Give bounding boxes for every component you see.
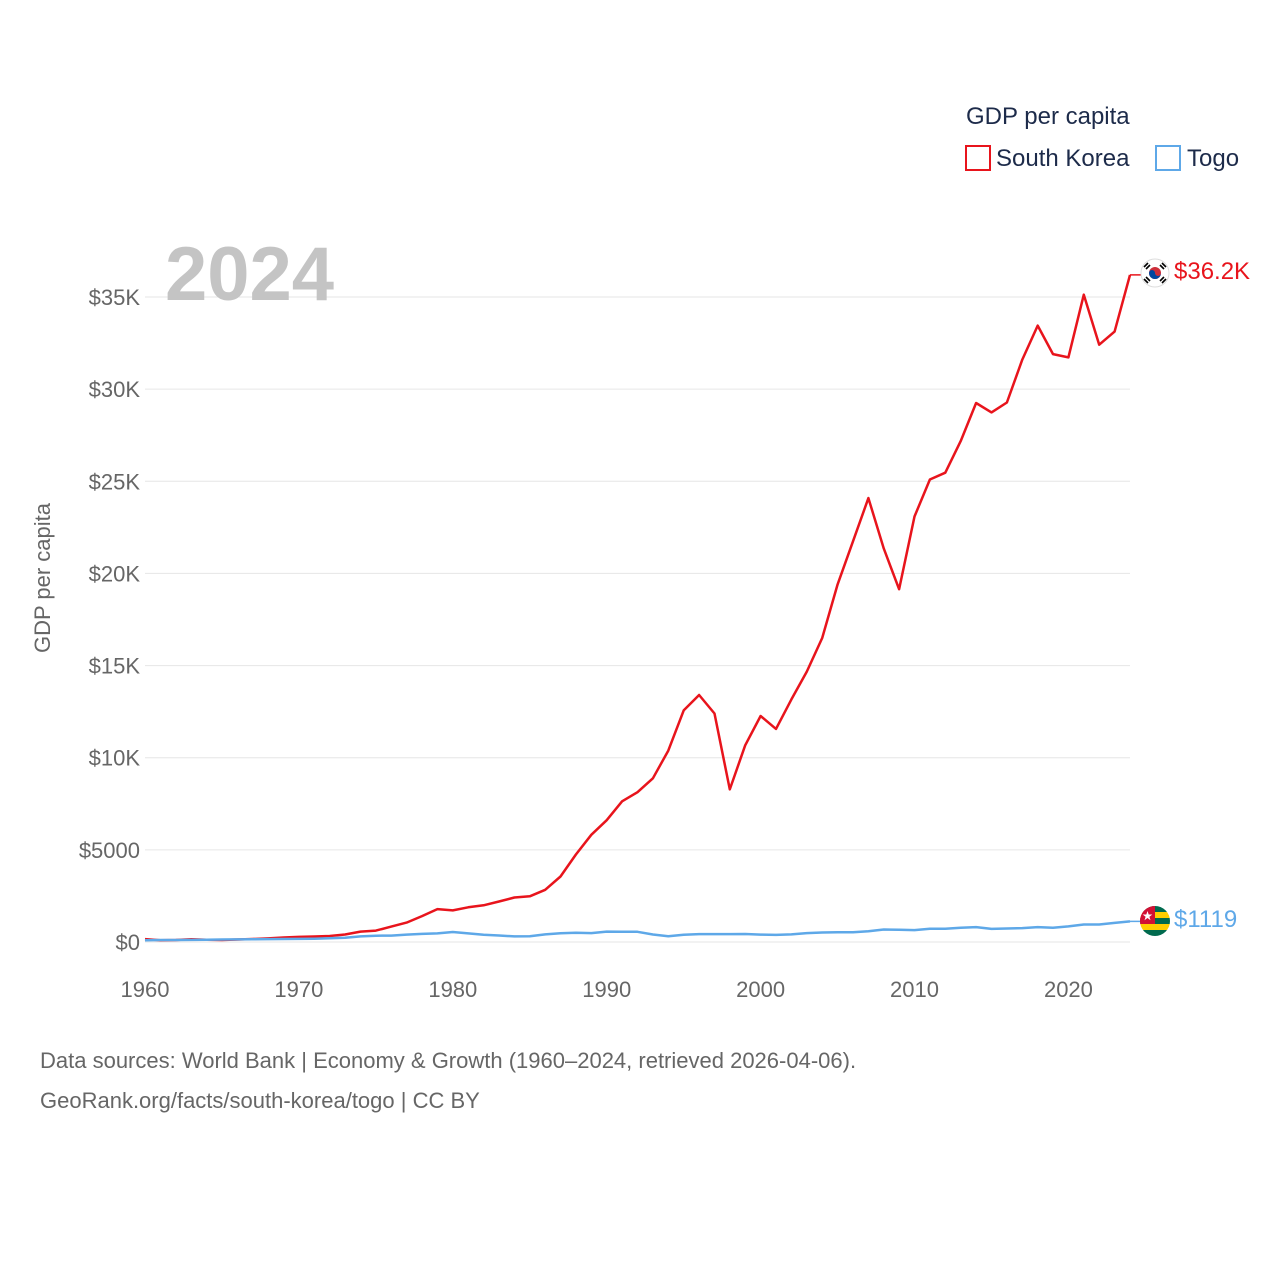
legend-title: GDP per capita <box>966 103 1130 130</box>
end-label-togo: $1119 <box>1174 906 1237 933</box>
y-tick-label: $25K <box>89 469 141 494</box>
series-line-togo[interactable] <box>144 920 1131 942</box>
x-axis-ticks: 1960 1970 1980 1990 2000 2010 2020 <box>121 977 1093 1002</box>
x-tick-label: 2020 <box>1044 977 1093 1002</box>
year-label: 2024 <box>165 232 334 317</box>
grid-lines <box>145 296 1130 943</box>
x-tick-label: 1960 <box>121 977 170 1002</box>
y-tick-label: $35K <box>89 285 141 310</box>
south-korea-flag-icon <box>1140 258 1170 288</box>
legend-item-togo[interactable]: Togo <box>1155 145 1239 172</box>
y-axis-ticks: $0 $5000 $10K $15K $20K $25K $30K $35K <box>79 285 141 955</box>
legend-swatch-togo <box>1155 145 1181 171</box>
source-url-line[interactable]: GeoRank.org/facts/south-korea/togo | CC … <box>40 1088 480 1113</box>
legend-item-south-korea[interactable]: South Korea <box>965 145 1130 172</box>
series-line-south-korea[interactable] <box>144 274 1132 942</box>
legend-label-togo: Togo <box>1187 145 1239 172</box>
y-tick-label: $30K <box>89 377 141 402</box>
end-label-south-korea: $36.2K <box>1174 258 1250 285</box>
y-tick-label: $5000 <box>79 838 140 863</box>
source-line: Data sources: World Bank | Economy & Gro… <box>40 1048 856 1073</box>
y-tick-label: $15K <box>89 654 141 679</box>
legend-swatch-south-korea <box>965 145 991 171</box>
y-axis-title: GDP per capita <box>30 502 55 653</box>
series-lines <box>144 274 1141 942</box>
legend-label-south-korea: South Korea <box>996 145 1130 172</box>
x-tick-label: 1990 <box>582 977 631 1002</box>
x-tick-label: 2000 <box>736 977 785 1002</box>
y-tick-label: $0 <box>116 930 140 955</box>
y-tick-label: $20K <box>89 561 141 586</box>
y-tick-label: $10K <box>89 746 141 771</box>
x-tick-label: 2010 <box>890 977 939 1002</box>
togo-flag-icon <box>1140 906 1170 936</box>
x-tick-label: 1980 <box>428 977 477 1002</box>
x-tick-label: 1970 <box>274 977 323 1002</box>
